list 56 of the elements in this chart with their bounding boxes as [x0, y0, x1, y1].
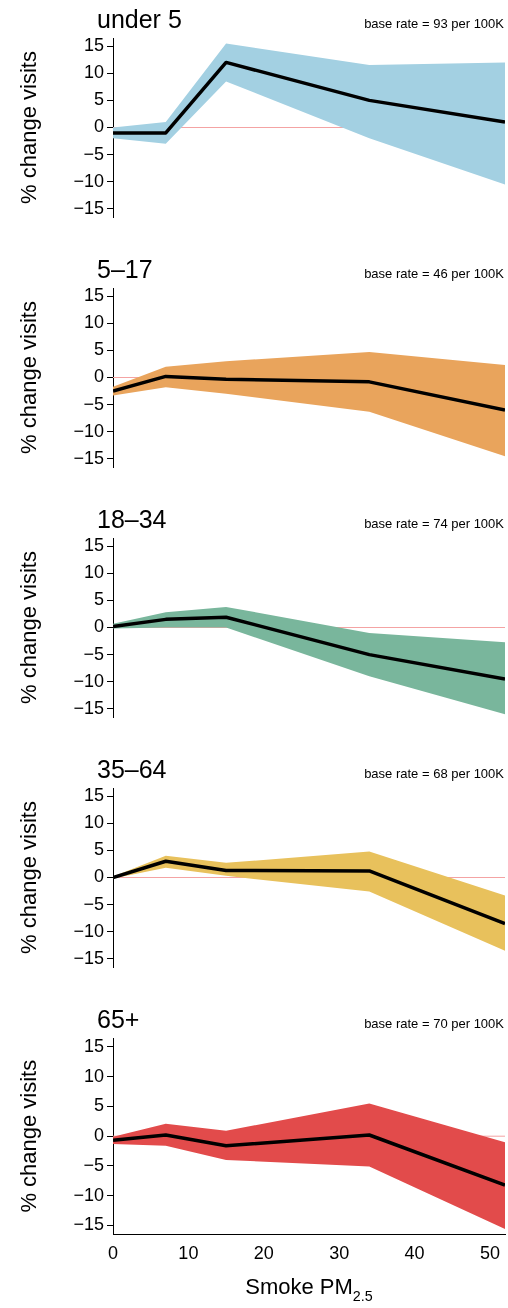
y-tick-label: 5	[93, 339, 104, 360]
y-tick-label: 0	[93, 1125, 104, 1146]
y-tick-label: 10	[83, 62, 104, 83]
y-tick-label: −5	[83, 393, 104, 414]
y-tick-label: −10	[73, 170, 104, 191]
y-tick-label: 15	[83, 785, 104, 806]
x-tick-label: 20	[253, 1243, 274, 1264]
x-tick-label: 0	[107, 1243, 119, 1264]
x-tick-label: 10	[178, 1243, 199, 1264]
y-tick-label: 15	[83, 285, 104, 306]
y-tick-label: 10	[83, 312, 104, 333]
y-tick-label: 0	[93, 116, 104, 137]
y-tick-label: −10	[73, 920, 104, 941]
y-tick-label: −5	[83, 893, 104, 914]
y-tick-label: 10	[83, 812, 104, 833]
chart-title: 65+	[97, 1005, 140, 1033]
chart-title: 35–64	[97, 755, 167, 783]
x-tick-label: 40	[404, 1243, 425, 1264]
y-tick-label: −15	[73, 697, 104, 718]
text: base rate = 70 per 100K	[364, 1016, 505, 1031]
y-axis-title: % change visits	[16, 551, 41, 704]
y-tick-label: −15	[73, 197, 104, 218]
y-axis-title: % change visits	[16, 801, 41, 954]
y-tick-label: −10	[73, 1184, 104, 1205]
y-tick-label: −15	[73, 947, 104, 968]
y-tick-label: 5	[93, 839, 104, 860]
y-tick-label: −10	[73, 670, 104, 691]
text: base rate = 74 per 100K	[364, 516, 505, 531]
y-tick-label: 15	[83, 35, 104, 56]
y-axis-title: % change visits	[16, 301, 41, 454]
y-tick-label: 15	[83, 535, 104, 556]
y-tick-label: −15	[73, 447, 104, 468]
chart-title: 18–34	[97, 505, 167, 533]
x-tick-label: 30	[329, 1243, 350, 1264]
text: base rate = 68 per 100K	[364, 766, 505, 781]
y-tick-label: 15	[83, 1035, 104, 1056]
y-tick-label: 0	[93, 616, 104, 637]
y-tick-label: 10	[83, 1065, 104, 1086]
y-tick-label: −5	[83, 1154, 104, 1175]
y-axis-title: % change visits	[16, 1059, 41, 1213]
y-tick-label: 0	[93, 866, 104, 887]
y-axis-title: % change visits	[16, 51, 41, 204]
y-tick-label: −5	[83, 143, 104, 164]
y-tick-label: 10	[83, 562, 104, 583]
x-tick-label: 50	[479, 1243, 500, 1264]
y-tick-label: −10	[73, 420, 104, 441]
chart-title: under 5	[97, 5, 182, 33]
y-tick-label: −5	[83, 643, 104, 664]
text: base rate = 46 per 100K	[364, 266, 505, 281]
y-tick-label: 0	[93, 366, 104, 387]
y-tick-label: −15	[73, 1214, 104, 1235]
text: base rate = 93 per 100K	[364, 16, 505, 31]
y-tick-label: 5	[93, 589, 104, 610]
y-tick-label: 5	[93, 89, 104, 110]
y-tick-label: 5	[93, 1095, 104, 1116]
chart-title: 5–17	[97, 255, 153, 283]
